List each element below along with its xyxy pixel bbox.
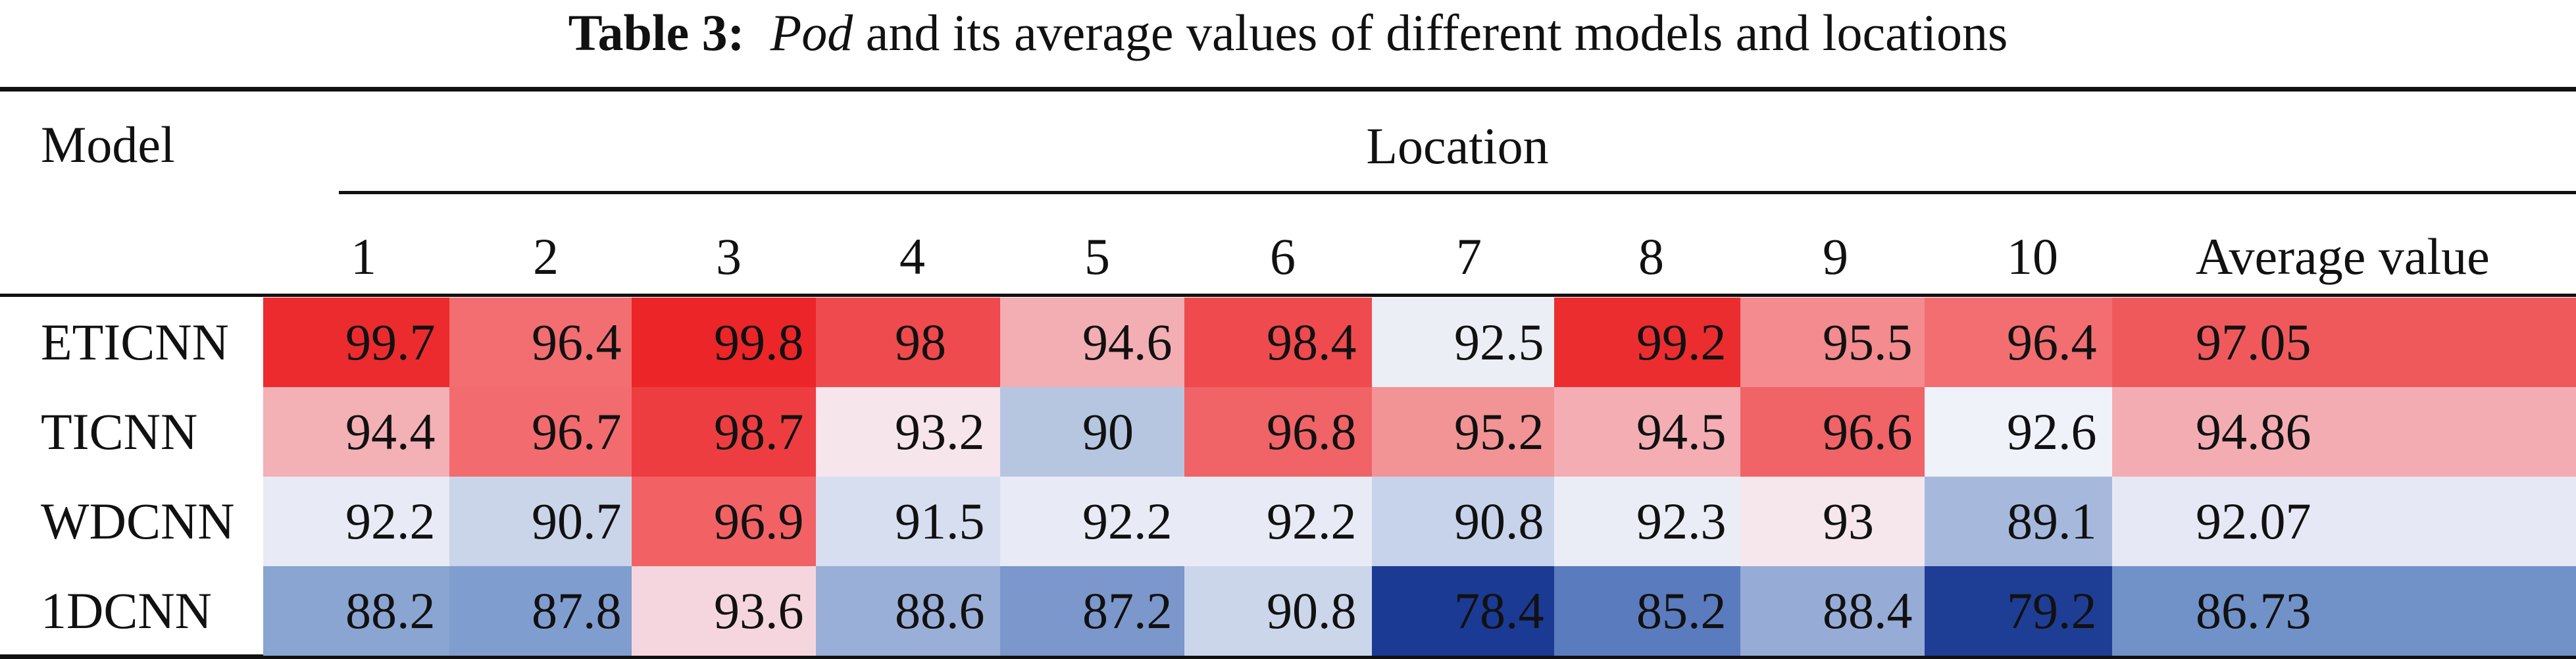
value-cell: 91.5 xyxy=(816,477,1000,566)
column-header: 10 xyxy=(2007,228,2058,285)
value-cell: 98 xyxy=(816,298,1000,387)
value-cell: 85.2 xyxy=(1554,566,1740,656)
column-header: Average value xyxy=(2196,228,2490,285)
value-cell: 96.6 xyxy=(1740,387,1925,477)
value-cell: 94.4 xyxy=(263,387,449,477)
value-cell: 94.5 xyxy=(1554,387,1740,477)
value-cell: 86.73 xyxy=(2112,566,2576,656)
column-header: 8 xyxy=(1638,228,1664,285)
value-cell: 88.6 xyxy=(816,566,1000,656)
header-rule xyxy=(0,294,2576,297)
bottom-rule xyxy=(0,654,2576,659)
caption-text: and its average values of different mode… xyxy=(865,4,2008,61)
column-header: 1 xyxy=(351,228,376,285)
column-header: 2 xyxy=(533,228,559,285)
value-cell: 87.2 xyxy=(1000,566,1184,656)
value-cell: 92.6 xyxy=(1925,387,2112,477)
table-row: 94.86 92.6 96.6 94.5 95.2 96.8 90 93.2 98.7 96.7 9… xyxy=(0,387,2576,477)
value-cell: 98.7 xyxy=(632,387,816,477)
value-cell: 93.6 xyxy=(632,566,816,656)
value-cell: 92.2 xyxy=(1184,477,1372,566)
value-cell: 92.07 xyxy=(2112,477,2576,566)
column-header: 5 xyxy=(1084,228,1110,285)
row-model-label: TICNN xyxy=(41,403,198,460)
value-cell: 90.7 xyxy=(449,477,632,566)
value-cell: 90.8 xyxy=(1372,477,1554,566)
value-cell: 96.9 xyxy=(632,477,816,566)
table-row: 86.73 79.2 88.4 85.2 78.4 90.8 87.2 88.6 93.6 87.… xyxy=(0,566,2576,656)
caption-italic: Pod xyxy=(770,4,853,61)
table-row: 92.07 89.1 93 92.3 90.8 92.2 92.2 91.5 96.9 90.7 9… xyxy=(0,477,2576,566)
table-row: 97.05 96.4 95.5 99.2 92.5 98.4 94.6 98 99.8 96.4 9… xyxy=(0,298,2576,387)
value-cell: 90 xyxy=(1000,387,1184,477)
value-cell: 94.86 xyxy=(2112,387,2576,477)
location-header: Location xyxy=(1366,117,1549,174)
value-cell: 99.8 xyxy=(632,298,816,387)
caption-label: Table 3: xyxy=(568,4,745,61)
location-rule xyxy=(339,191,2576,194)
table-caption: Table 3: Pod and its average values of d… xyxy=(0,0,2576,79)
value-cell: 92.3 xyxy=(1554,477,1740,566)
value-cell: 79.2 xyxy=(1925,566,2112,656)
value-cell: 97.05 xyxy=(2112,298,2576,387)
row-model-label: WDCNN xyxy=(41,492,235,550)
value-cell: 89.1 xyxy=(1925,477,2112,566)
column-header: 3 xyxy=(716,228,742,285)
value-cell: 96.4 xyxy=(1925,298,2112,387)
column-header: 4 xyxy=(899,228,925,285)
value-cell: 93 xyxy=(1740,477,1925,566)
value-cell: 99.2 xyxy=(1554,298,1740,387)
value-cell: 88.4 xyxy=(1740,566,1925,656)
row-model-label: ETICNN xyxy=(41,313,229,371)
column-header: 6 xyxy=(1270,228,1296,285)
row-model-label: 1DCNN xyxy=(41,582,213,639)
value-cell: 94.6 xyxy=(1000,298,1184,387)
value-cell: 98.4 xyxy=(1184,298,1372,387)
value-cell: 95.5 xyxy=(1740,298,1925,387)
value-cell: 92.2 xyxy=(1000,477,1184,566)
value-cell: 95.2 xyxy=(1372,387,1554,477)
column-header: 9 xyxy=(1823,228,1848,285)
value-cell: 96.7 xyxy=(449,387,632,477)
value-cell: 99.7 xyxy=(263,298,449,387)
value-cell: 87.8 xyxy=(449,566,632,656)
value-cell: 96.8 xyxy=(1184,387,1372,477)
column-header: 7 xyxy=(1456,228,1482,285)
value-cell: 90.8 xyxy=(1184,566,1372,656)
value-cell: 96.4 xyxy=(449,298,632,387)
value-cell: 93.2 xyxy=(816,387,1000,477)
value-cell: 92.2 xyxy=(263,477,449,566)
value-cell: 92.5 xyxy=(1372,298,1554,387)
value-cell: 88.2 xyxy=(263,566,449,656)
value-cell: 78.4 xyxy=(1372,566,1554,656)
model-header: Model xyxy=(41,116,175,173)
top-rule xyxy=(0,87,2576,92)
